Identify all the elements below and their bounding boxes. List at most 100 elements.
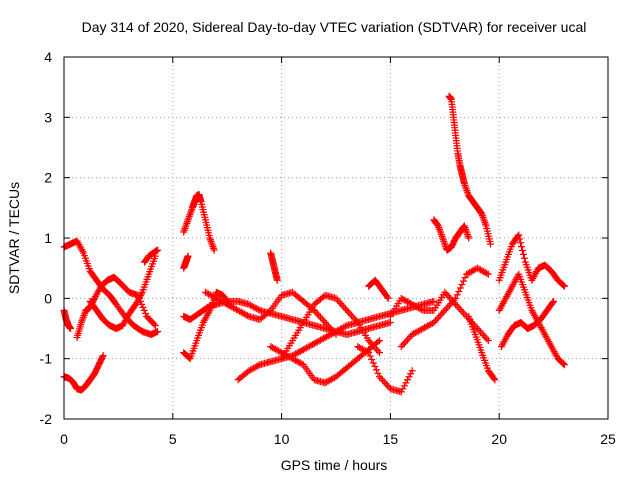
data-point (315, 337, 323, 345)
data-point (473, 264, 481, 272)
data-point (560, 361, 568, 369)
data-point (434, 222, 442, 230)
data-point (520, 254, 528, 262)
data-point (403, 376, 411, 384)
data-point (482, 220, 490, 228)
data-point (466, 268, 474, 276)
data-point (481, 268, 489, 276)
data-point (414, 327, 422, 335)
data-point (405, 334, 413, 342)
data-point (187, 209, 195, 217)
data-point (475, 265, 483, 273)
data-point (435, 224, 443, 232)
data-point (251, 363, 259, 371)
data-point (186, 211, 194, 219)
data-point (481, 218, 489, 226)
data-point (357, 344, 365, 352)
data-point (435, 313, 443, 321)
data-point (442, 305, 450, 313)
series-arc-t (397, 264, 492, 351)
data-point (400, 296, 408, 304)
data-point (316, 313, 324, 321)
data-point (462, 185, 470, 193)
data-point (519, 246, 527, 254)
x-tick-label: 15 (383, 431, 399, 447)
data-point (320, 317, 328, 325)
data-point (455, 304, 463, 312)
data-point (209, 243, 217, 251)
data-point (397, 294, 405, 302)
data-point (461, 311, 469, 319)
data-point (442, 290, 450, 298)
data-point (242, 311, 250, 319)
series-arc-n (267, 343, 329, 387)
data-point (79, 315, 87, 323)
data-point (324, 332, 332, 340)
series-arc-v (430, 216, 473, 254)
data-point (139, 303, 147, 311)
data-point (386, 318, 394, 326)
y-tick-label: 2 (44, 170, 52, 186)
data-point (215, 296, 223, 304)
data-point (463, 187, 471, 195)
data-point (516, 235, 524, 243)
data-point (267, 343, 275, 351)
data-point (226, 302, 234, 310)
data-point (318, 315, 326, 323)
x-tick-label: 0 (60, 431, 68, 447)
data-point (365, 349, 373, 357)
data-point (287, 354, 295, 362)
data-point (490, 374, 498, 382)
data-point (441, 306, 449, 314)
data-point (254, 306, 262, 314)
data-point (298, 360, 306, 368)
data-point (467, 268, 475, 276)
data-point (338, 301, 346, 309)
data-point (220, 299, 228, 307)
data-point (465, 234, 473, 242)
data-point (362, 347, 370, 355)
data-point (81, 310, 89, 318)
data-point (214, 295, 222, 303)
data-point (332, 328, 340, 336)
data-point (206, 234, 214, 242)
data-point (413, 303, 421, 311)
data-point (437, 231, 445, 239)
data-point (453, 291, 461, 299)
data-point (337, 300, 345, 308)
data-point (79, 247, 87, 255)
data-point (292, 356, 300, 364)
data-point (326, 324, 334, 332)
data-point (410, 301, 418, 309)
data-point (324, 377, 332, 385)
data-point (346, 310, 354, 318)
y-tick-label: 0 (44, 290, 52, 306)
data-point (399, 295, 407, 303)
data-point (464, 269, 472, 277)
data-point (376, 373, 384, 381)
data-point (478, 212, 486, 220)
data-point (419, 325, 427, 332)
data-point (293, 349, 301, 357)
data-point (335, 298, 343, 306)
data-point (413, 328, 421, 336)
data-point (154, 246, 162, 254)
data-point (405, 373, 413, 381)
data-point (140, 306, 148, 314)
data-point (205, 290, 213, 298)
data-point (79, 313, 87, 321)
data-point (377, 374, 385, 382)
series-arc-p (321, 337, 384, 387)
x-tick-label: 20 (491, 431, 507, 447)
data-point (205, 308, 213, 316)
data-point (560, 360, 568, 368)
data-point (478, 210, 486, 218)
data-point (288, 355, 296, 363)
data-point (430, 297, 438, 305)
data-point (312, 308, 320, 316)
data-point (560, 282, 568, 290)
data-point (334, 327, 342, 335)
data-point (340, 323, 348, 331)
data-point (351, 315, 359, 323)
data-point (560, 281, 568, 289)
